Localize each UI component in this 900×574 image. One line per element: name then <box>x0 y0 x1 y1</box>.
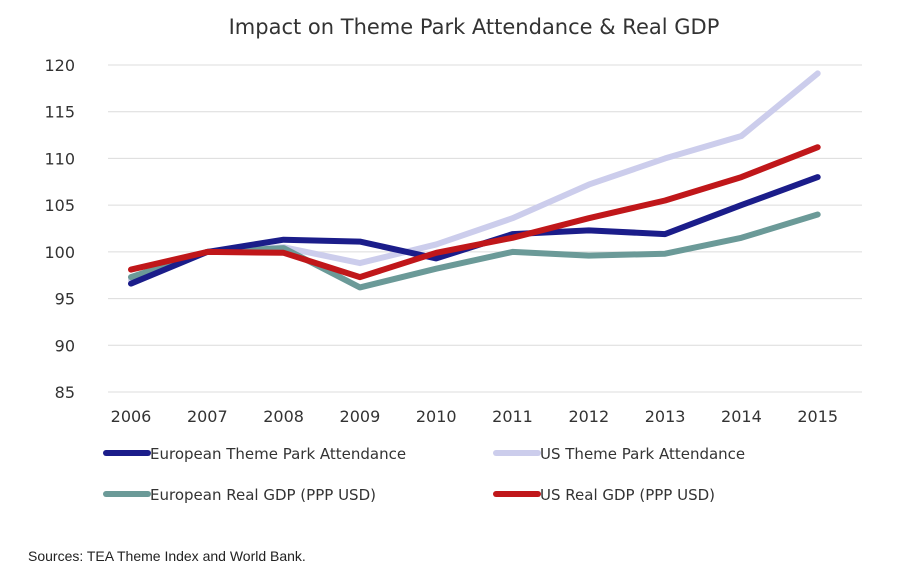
y-tick-label: 120 <box>44 56 75 75</box>
series-line-3 <box>128 144 821 281</box>
source-note: Sources: TEA Theme Index and World Bank. <box>28 548 306 564</box>
y-axis-labels: 85 90 95 100 105 110 115 120 <box>44 56 75 402</box>
x-tick-label: 2014 <box>721 407 762 426</box>
legend-label: US Theme Park Attendance <box>540 445 745 463</box>
y-tick-label: 110 <box>44 149 75 168</box>
x-tick-label: 2009 <box>340 407 381 426</box>
x-tick-label: 2006 <box>111 407 152 426</box>
x-tick-label: 2008 <box>263 407 304 426</box>
x-tick-label: 2013 <box>645 407 686 426</box>
x-tick-label: 2015 <box>797 407 838 426</box>
y-tick-label: 105 <box>44 196 75 215</box>
y-tick-label: 90 <box>55 336 75 355</box>
legend: European Theme Park Attendance US Theme P… <box>103 445 745 504</box>
legend-label: US Real GDP (PPP USD) <box>540 486 715 504</box>
y-tick-label: 115 <box>44 103 75 122</box>
legend-label: European Real GDP (PPP USD) <box>150 486 376 504</box>
chart-title: Impact on Theme Park Attendance & Real G… <box>229 15 720 39</box>
series-lines <box>128 70 821 291</box>
x-tick-label: 2007 <box>187 407 228 426</box>
y-tick-label: 100 <box>44 243 75 262</box>
x-tick-label: 2012 <box>568 407 609 426</box>
x-tick-label: 2011 <box>492 407 533 426</box>
y-tick-label: 85 <box>55 383 75 402</box>
x-tick-label: 2010 <box>416 407 457 426</box>
y-tick-label: 95 <box>55 290 75 309</box>
x-axis-labels: 2006 2007 2008 2009 2010 2011 2012 2013 2014 2015 <box>111 407 838 426</box>
legend-label: European Theme Park Attendance <box>150 445 406 463</box>
